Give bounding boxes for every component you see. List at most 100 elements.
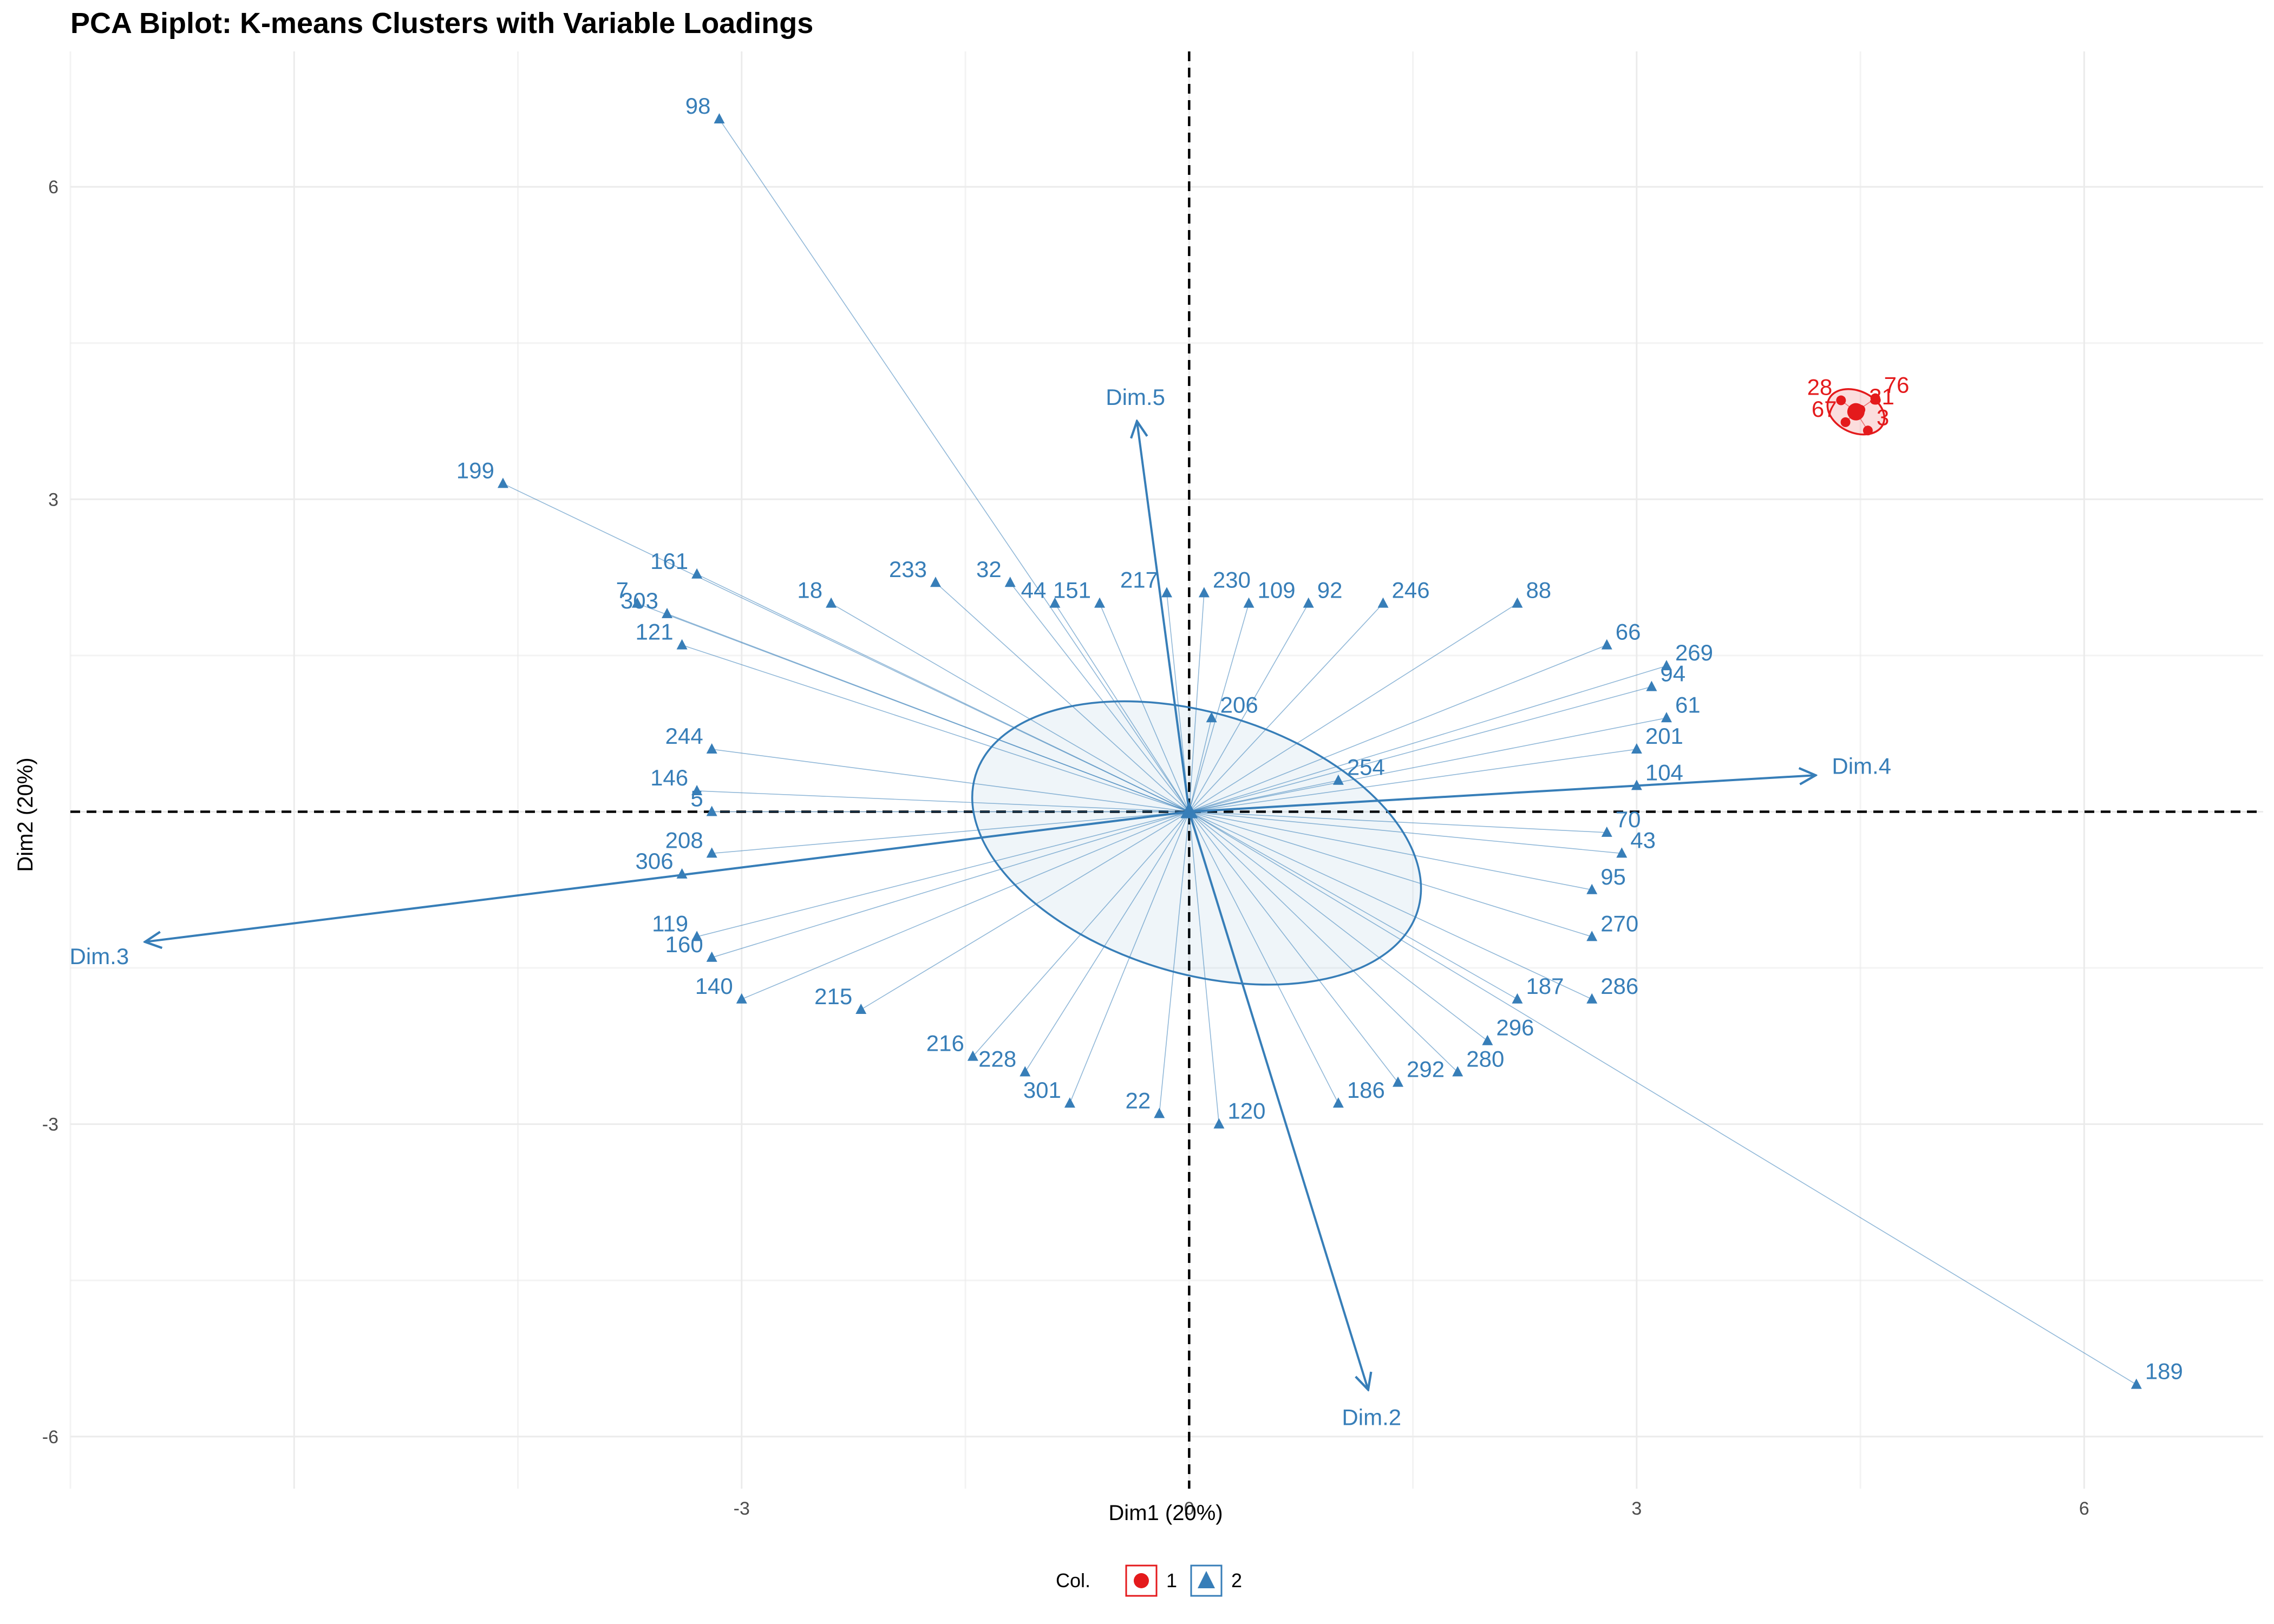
point-label: 216	[926, 1031, 964, 1056]
point-label: 233	[889, 556, 927, 582]
point-label: 121	[636, 619, 674, 645]
point-label: 201	[1645, 723, 1683, 749]
cluster-2-point	[2131, 1378, 2142, 1389]
connector-line	[1069, 811, 1190, 1104]
point-label: 98	[685, 93, 711, 119]
point-label: 44	[1021, 578, 1047, 603]
point-label: 217	[1120, 567, 1158, 592]
point-label: 161	[650, 548, 688, 574]
cluster-2-point	[676, 868, 688, 879]
cluster-2-point	[1661, 712, 1672, 723]
cluster-2-point	[1482, 1034, 1493, 1045]
cluster-2-point	[691, 568, 703, 579]
cluster-2-point	[1631, 743, 1642, 754]
connector-line	[711, 749, 1190, 813]
point-label: 208	[665, 827, 703, 853]
connector-line	[1188, 603, 1309, 812]
cluster-1-point	[1870, 393, 1880, 403]
connector-line	[1188, 811, 1339, 1104]
point-label-connectors	[502, 119, 2137, 1385]
connector-line	[696, 811, 1190, 938]
cluster-2-point	[1213, 1118, 1225, 1129]
y-tick-label: 6	[48, 177, 58, 198]
connector-line	[1188, 811, 1518, 1000]
cluster-2-point	[1586, 993, 1598, 1004]
point-label: 104	[1645, 759, 1683, 785]
chart-title: PCA Biplot: K-means Clusters with Variab…	[70, 7, 814, 40]
connector-line	[1188, 718, 1212, 812]
point-label: 146	[650, 765, 688, 790]
point-label: 5	[690, 785, 703, 811]
connector-line	[1189, 749, 1637, 813]
point-label: 246	[1391, 578, 1429, 603]
connector-line	[1159, 811, 1190, 1114]
point-label: 119	[652, 911, 688, 936]
connector-line	[1189, 811, 1592, 938]
cluster-2-point	[1601, 826, 1612, 837]
loading-label: Dim.4	[1832, 754, 1891, 779]
cluster-ellipses	[971, 388, 1886, 986]
point-label: 120	[1227, 1098, 1265, 1124]
connector-line	[1188, 811, 1220, 1124]
point-label: 296	[1496, 1015, 1534, 1040]
cluster-2-point	[967, 1050, 978, 1061]
connector-line	[1188, 811, 1592, 1000]
connector-line	[972, 811, 1190, 1057]
connector-line	[502, 483, 1190, 813]
cluster-2-point	[855, 1004, 867, 1014]
point-label: 31	[1869, 384, 1894, 409]
legend-label-2: 2	[1231, 1569, 1242, 1592]
connector-line	[935, 582, 1190, 813]
connector-line	[718, 119, 1190, 812]
point-label: 286	[1600, 973, 1638, 999]
cluster-2-point	[1303, 597, 1314, 608]
point-label: 187	[1526, 973, 1564, 999]
point-label: 3	[1877, 404, 1889, 430]
point-label: 189	[2145, 1359, 2183, 1384]
cluster-2-point	[1601, 639, 1612, 650]
connector-line	[1189, 686, 1652, 813]
x-tick-label: -3	[734, 1498, 750, 1519]
connector-line	[831, 603, 1190, 813]
cluster-2-point	[736, 993, 747, 1004]
cluster-2-point	[1243, 597, 1254, 608]
cluster-2-point	[1332, 774, 1344, 785]
point-label: 95	[1600, 864, 1626, 889]
cluster-1-point	[1863, 425, 1873, 436]
point-label: 280	[1466, 1046, 1504, 1071]
point-label: 199	[456, 457, 494, 483]
cluster-2-point	[1377, 597, 1389, 608]
point-label: 292	[1407, 1057, 1445, 1082]
point-label: 66	[1616, 619, 1641, 645]
point-label: 269	[1675, 640, 1713, 665]
data-points	[497, 113, 2142, 1389]
cluster-2-point	[497, 477, 508, 488]
cluster-2-point	[691, 931, 703, 941]
x-tick-label: 0	[1184, 1498, 1194, 1519]
connector-line	[1189, 811, 1607, 833]
connector-line	[1099, 603, 1190, 812]
cluster-2-point	[1094, 597, 1106, 608]
connector-line	[637, 603, 1190, 813]
cluster-2-point	[1161, 587, 1172, 598]
cluster-2-point	[662, 607, 673, 618]
cluster-2-point	[1154, 1108, 1165, 1118]
x-tick-label: 3	[1631, 1498, 1642, 1519]
connector-line	[1188, 811, 1458, 1073]
connector-line	[1188, 811, 2137, 1385]
connector-line	[1166, 593, 1190, 812]
point-label: 88	[1526, 578, 1551, 603]
point-label: 301	[1023, 1077, 1061, 1103]
point-label: 160	[665, 932, 703, 957]
point-label: 230	[1213, 567, 1251, 592]
loading-arrow-dim4	[1189, 775, 1815, 813]
cluster-2-point	[676, 639, 688, 650]
x-axis-label: Dim1 (20%)	[1108, 1501, 1223, 1525]
connector-line	[1189, 644, 1608, 813]
loading-arrow-dim5	[1137, 421, 1191, 812]
connector-line	[1189, 717, 1667, 813]
point-label: 18	[797, 578, 822, 603]
point-label: 244	[665, 723, 703, 749]
